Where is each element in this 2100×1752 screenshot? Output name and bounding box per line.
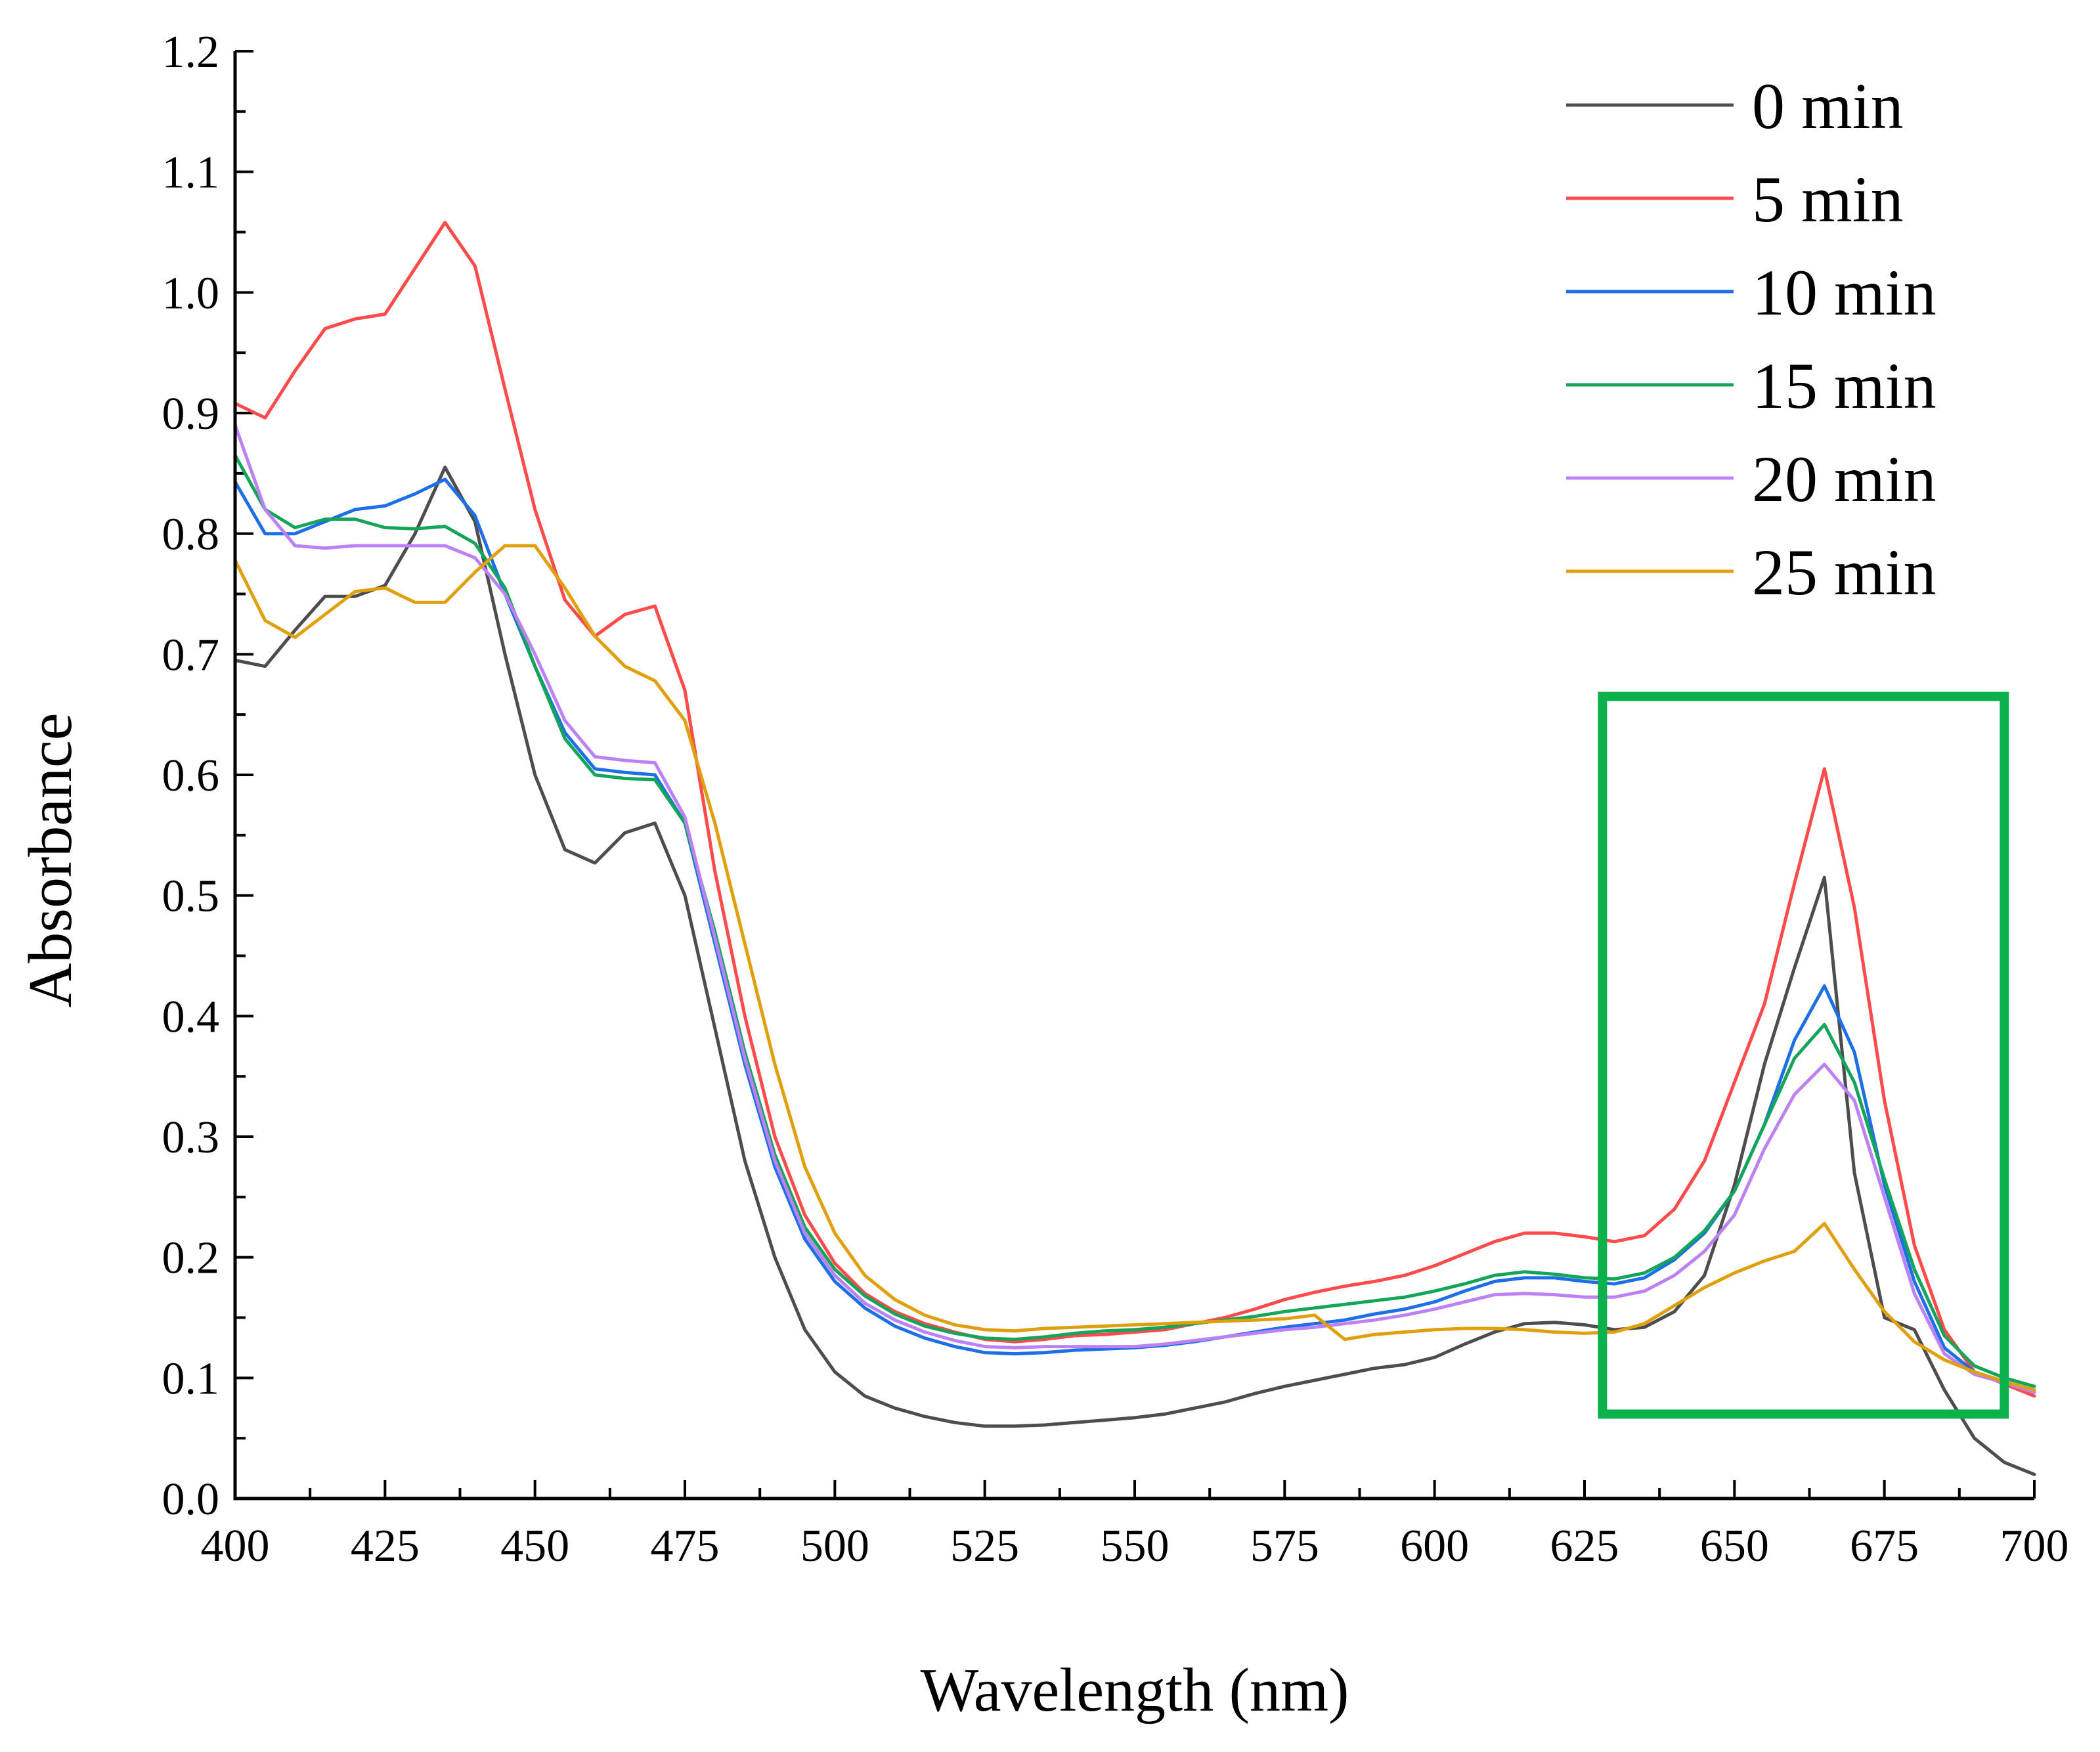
series-line-25-min [233, 544, 2036, 1392]
y-tick-labels: 0.0 0.1 0.2 0.3 0.4 0.5 0.6 0.7 0.8 0.9 1.0 1.1 1.2 [162, 27, 220, 1525]
x-tick-label: 675 [1850, 1521, 1919, 1571]
y-tick-label: 1.0 [162, 268, 220, 318]
legend-label: 15 min [1752, 349, 1936, 422]
x-tick-label: 625 [1550, 1521, 1619, 1571]
legend-label: 5 min [1752, 163, 1904, 236]
legend: 0 min 5 min 10 min 15 min 20 min 25 min [1566, 70, 1936, 609]
x-axis-title: Wavelength (nm) [921, 1656, 1349, 1724]
x-tick-label: 550 [1101, 1521, 1170, 1571]
y-tick-label: 0.3 [162, 1112, 220, 1163]
x-tick-label: 400 [201, 1521, 270, 1571]
y-tick-label: 0.4 [162, 992, 220, 1042]
plot-axes [233, 51, 2034, 1500]
x-tick-label: 650 [1700, 1521, 1769, 1571]
x-tick-labels: 400 425 450 475 500 525 550 575 600 625 650 675 700 [201, 1521, 2069, 1571]
x-tick-label: 600 [1400, 1521, 1469, 1571]
series-line-0-min [233, 466, 2036, 1476]
legend-label: 10 min [1752, 256, 1936, 329]
legend-label: 20 min [1752, 443, 1936, 515]
highlight-box [1598, 691, 2009, 1419]
x-tick-label: 450 [500, 1521, 569, 1571]
y-tick-label: 0.5 [162, 871, 220, 922]
x-tick-label: 700 [2000, 1521, 2069, 1571]
y-tick-label: 0.6 [162, 751, 220, 801]
y-tick-label: 0.8 [162, 510, 220, 560]
y-tick-label: 0.0 [162, 1474, 220, 1525]
series-line-10-min [233, 477, 2036, 1394]
x-tick-label: 525 [950, 1521, 1019, 1571]
y-tick-label: 1.2 [162, 27, 220, 77]
y-tick-label: 1.1 [162, 148, 220, 198]
x-tick-label: 475 [651, 1521, 720, 1571]
x-tick-label: 425 [351, 1521, 420, 1571]
y-axis-title: Absorbance [16, 713, 85, 1008]
series-line-15-min [233, 453, 2036, 1388]
y-tick-label: 0.7 [162, 630, 220, 680]
legend-label: 0 min [1752, 70, 1904, 142]
x-tick-label: 575 [1250, 1521, 1319, 1571]
y-tick-label: 0.9 [162, 389, 220, 439]
y-tick-label: 0.1 [162, 1353, 220, 1404]
axis-ticks [234, 50, 2036, 1500]
series-lines [233, 221, 2036, 1476]
y-tick-label: 0.2 [162, 1233, 220, 1284]
x-tick-label: 500 [800, 1521, 869, 1571]
series-line-20-min [233, 423, 2036, 1394]
series-line-5-min [233, 221, 2036, 1398]
legend-label: 25 min [1752, 536, 1936, 609]
